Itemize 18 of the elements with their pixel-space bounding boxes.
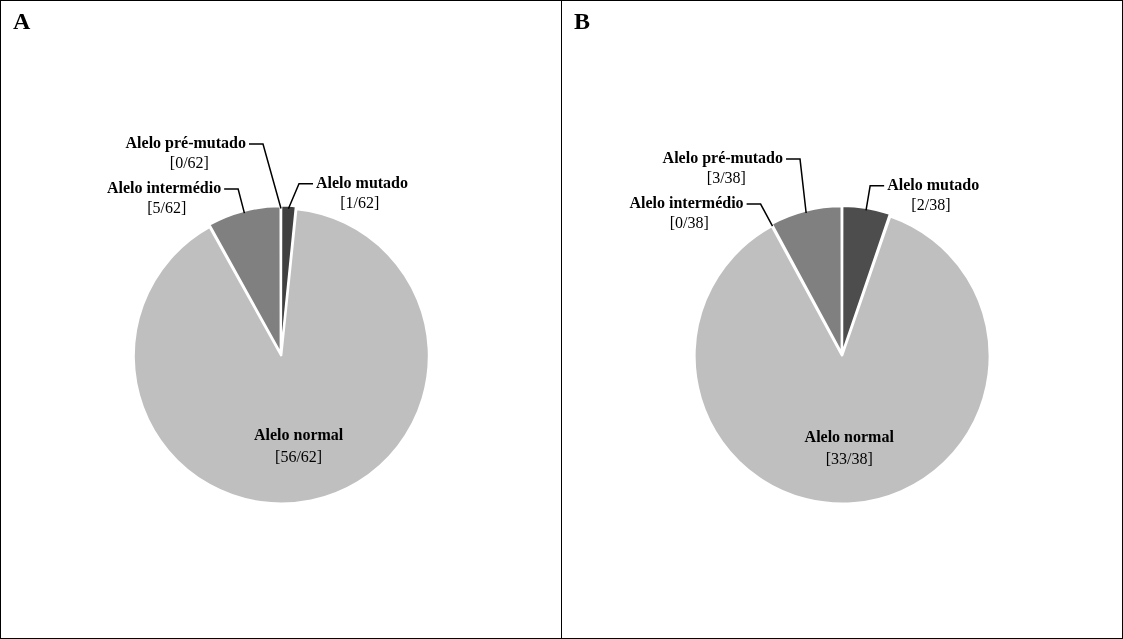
data-label: [33/38] (825, 449, 873, 467)
data-label: [3/38] (706, 169, 746, 187)
slice-label: Alelo mutado (887, 175, 980, 193)
slice-label: Alelo normal (804, 427, 895, 445)
slice-label: Alelo normal (253, 426, 344, 444)
data-label: [5/62] (147, 199, 187, 217)
slice-label: Alelo pré-mutado (662, 149, 784, 168)
text: [0/62] (169, 154, 209, 172)
chart-title: A (13, 8, 31, 35)
slice-label: Alelo intermédio (106, 179, 222, 197)
category-label: Alelo intermédio (629, 194, 744, 212)
category-label: Alelo pré-mutado (125, 134, 246, 152)
data-label: [1/62] (340, 193, 380, 211)
text: [0/38] (669, 214, 709, 232)
slice-label: Alelo mutado (316, 173, 408, 191)
data-label: [2/38] (911, 196, 951, 214)
data-label: [56/62] (275, 448, 323, 466)
chart-title: B (574, 8, 591, 35)
